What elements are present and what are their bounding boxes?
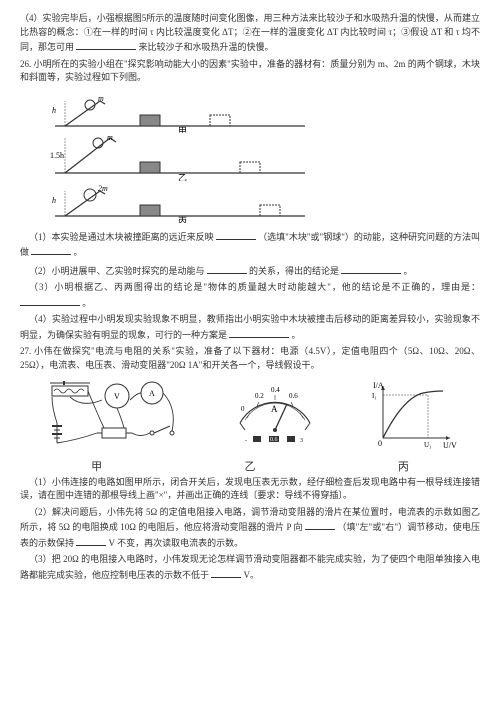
- blank-26-3[interactable]: [20, 295, 80, 306]
- q26-1: （1）本实验是通过木块被撞距离的远近来反映 （选填"木块"或"钢球"）的动能，这…: [20, 229, 480, 260]
- q26-4: （4）实验过程中小明发现实验现象不明显，教师指出小明实验中木块被撞击后移动的距离…: [20, 313, 480, 342]
- ramp-jia: h m 甲: [50, 91, 310, 133]
- svg-text:A: A: [271, 404, 278, 414]
- meter-yi: 0 0.2 0.4 0.6 A 0.6 3 -: [225, 378, 325, 453]
- label-yi: 乙: [244, 459, 255, 476]
- q26-2b: 的关系，得出的结论是: [249, 266, 339, 276]
- blank-26-1a[interactable]: [216, 229, 256, 240]
- blank-26-4[interactable]: [229, 327, 289, 338]
- svg-text:A: A: [149, 389, 155, 398]
- q26-2: （2）小明进展甲、乙实验时探究的是动能与 的关系，得出的结论是 。: [20, 263, 480, 279]
- svg-text:I/A: I/A: [373, 381, 384, 390]
- blank-26-2b[interactable]: [341, 263, 401, 274]
- q26-3b: 。: [82, 298, 91, 308]
- svg-text:0.6: 0.6: [270, 437, 278, 443]
- ramp-bing: h 2m 丙: [50, 181, 310, 223]
- q26-1c: 。: [74, 247, 83, 257]
- q27-1: （1）小伟连接的电路如图甲所示，闭合开关后，发现电压表无示数，经仔细检查后发现电…: [20, 476, 480, 503]
- svg-text:h: h: [52, 106, 56, 115]
- q26-4b: 。: [292, 330, 301, 340]
- circuit-jia: V A: [42, 378, 182, 453]
- svg-text:U₁: U₁: [424, 441, 432, 449]
- q27-2: （2）解决问题后，小伟先将 5Ω 的定值电阻接入电路，调节滑动变阻器的滑片在某位…: [20, 506, 480, 551]
- svg-text:0.6: 0.6: [289, 392, 298, 400]
- svg-text:2m: 2m: [98, 184, 108, 193]
- blank-26-2a[interactable]: [207, 263, 247, 274]
- q25-4-b: 来比较沙子和水吸热升温的快慢。: [139, 42, 274, 52]
- label-bing: 丙: [398, 459, 409, 476]
- svg-text:-: -: [245, 438, 247, 444]
- svg-text:0.2: 0.2: [255, 392, 264, 400]
- ramp-yi: 1.5h m 乙: [50, 133, 310, 181]
- q27-fig-labels: 甲 乙 丙: [20, 459, 480, 476]
- svg-text:3: 3: [300, 438, 303, 444]
- blank-25-4[interactable]: [76, 39, 136, 50]
- blank-27-2a[interactable]: [305, 519, 335, 530]
- blank-27-2b[interactable]: [76, 535, 106, 546]
- ramp-figures: h m 甲 1.5h m 乙 h 2m 丙: [50, 91, 480, 223]
- svg-text:甲: 甲: [178, 126, 187, 133]
- svg-text:0: 0: [378, 439, 382, 448]
- q25-4-text: （4）实验完毕后，小强根据图5所示的温度随时间变化图像，用三种方法来比较沙子和水…: [20, 12, 480, 55]
- q27-figures: V A 0 0.2 0.4 0.6 A: [20, 378, 480, 453]
- q26-3: （3）小明根据乙、丙两图得出的结论是"物体的质量越大时动能越大"，他的结论是不正…: [20, 281, 480, 310]
- svg-text:1.5h: 1.5h: [50, 151, 64, 160]
- blank-27-3[interactable]: [211, 567, 241, 578]
- svg-text:乙: 乙: [178, 173, 187, 181]
- q27-3: （3）把 20Ω 的电阻接入电路时，小伟发现无论怎样调节滑动变阻器都不能完成实验…: [20, 553, 480, 582]
- svg-text:I₁: I₁: [372, 392, 377, 400]
- svg-text:m: m: [107, 133, 113, 142]
- q27-2c: V 不变，再次读取电流表的示数。: [109, 538, 244, 548]
- svg-text:丙: 丙: [178, 216, 187, 223]
- svg-text:U/V: U/V: [443, 441, 457, 450]
- q26-intro: 26. 小明所在的实验小组在"探究影响动能大小的因素"实验中，准备的器材有：质量…: [20, 58, 480, 85]
- svg-text:m: m: [98, 94, 104, 103]
- q26-2a: （2）小明进展甲、乙实验时探究的是动能与: [29, 266, 205, 276]
- q26-2c: 。: [404, 266, 413, 276]
- svg-text:V: V: [114, 392, 120, 401]
- q26-1a: （1）本实验是通过木块被撞距离的远近来反映: [29, 232, 214, 242]
- graph-bing: I/A U/V 0 I₁ U₁: [368, 378, 458, 453]
- blank-26-1b[interactable]: [31, 244, 71, 255]
- svg-text:h: h: [52, 196, 56, 205]
- svg-text:0: 0: [241, 405, 245, 413]
- q26-3a: （3）小明根据乙、丙两图得出的结论是"物体的质量越大时动能越大"，他的结论是不正…: [29, 282, 480, 292]
- q27-3b: V。: [244, 570, 260, 580]
- q27-1a: （1）小伟连接的电路如图甲所示，闭合开关后，发现电压表无示数，经仔细检查后发现电…: [20, 477, 480, 501]
- q27-intro: 27. 小伟在做探究"电流与电阻的关系"实验，准备了以下器材：电源（4.5V），…: [20, 345, 480, 372]
- svg-text:0.4: 0.4: [271, 386, 280, 394]
- label-jia: 甲: [91, 459, 102, 476]
